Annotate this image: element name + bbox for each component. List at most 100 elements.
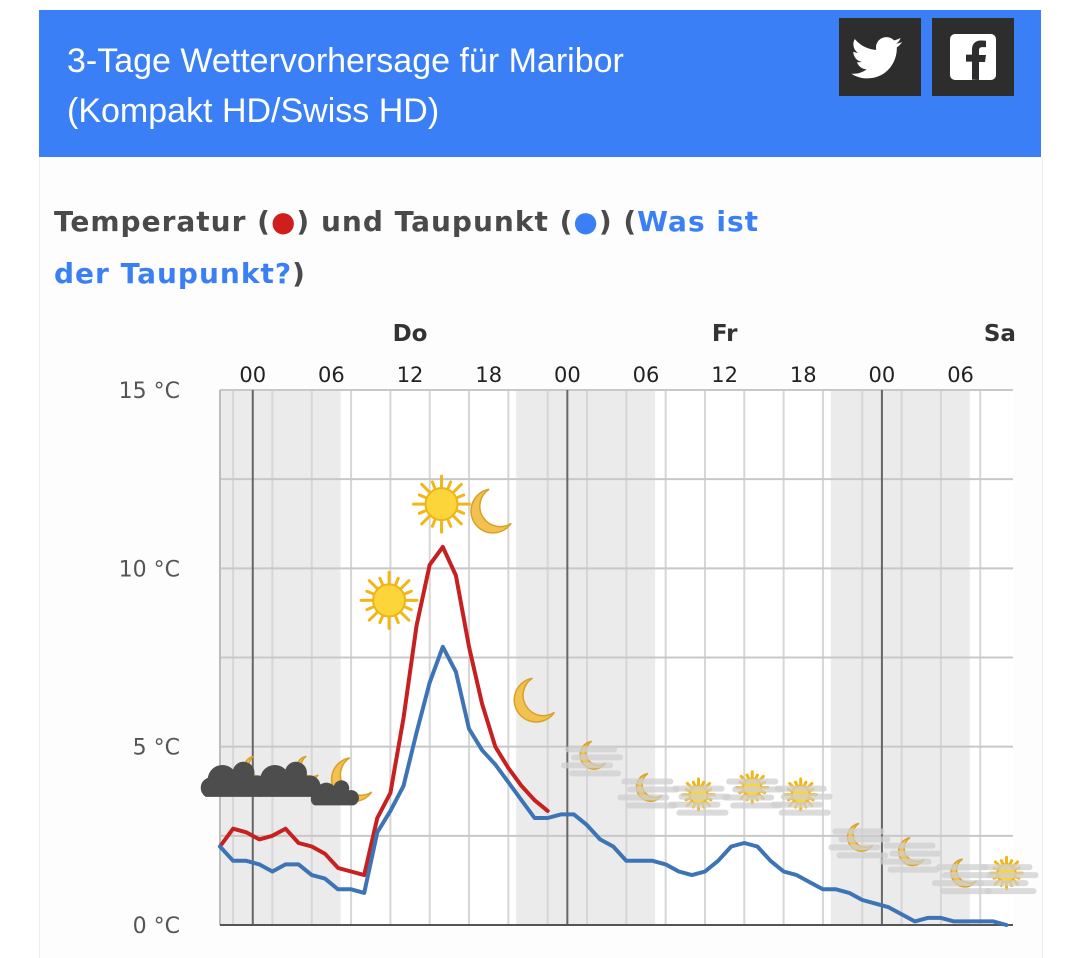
y-tick-label: 10 °C [119,557,180,582]
forecast-header: 3-Tage Wettervorhersage für Maribor (Kom… [39,10,1041,157]
moon-shape [513,677,555,723]
forecast-title-line1: 3-Tage Wettervorhersage für Maribor [67,42,624,80]
sun-disc [424,487,459,522]
dewpoint-help-link[interactable]: Was ist der Taupunkt? [54,205,760,290]
x-tick-label: 18 [475,363,502,387]
fog-stripe [730,802,783,809]
twitter-bird-icon [851,37,902,79]
sun-icon [412,474,472,534]
chart-heading: Temperatur (●) und Taupunkt (●) (Was ist… [54,196,814,300]
sun-ray [430,480,437,490]
day-label: Do [393,321,428,347]
fog-stripe [984,888,1037,895]
sun-ray [417,493,427,499]
y-tick-label: 5 °C [133,736,180,761]
day-label: Fr [712,321,738,347]
x-tick-label: 00 [869,363,896,387]
sun-ray [446,518,453,528]
fog-stripe [770,801,823,808]
fog-stripe [887,866,940,873]
fog-stripe [935,864,988,871]
moon-cloud-icon [310,757,373,806]
heading-paren-open: ) ( [598,205,638,238]
sun-ray [420,482,431,494]
sun-ray [794,780,799,787]
fog-stripe [561,762,614,769]
fog-stripe [678,793,731,800]
cloud-shape [310,780,359,806]
x-tick-label: 12 [397,363,424,387]
sun-ray [430,518,437,528]
heading-dewpoint-text: ) und Taupunkt ( [296,205,574,238]
fog-stripe [722,794,775,801]
sun-ray [700,780,706,787]
twitter-share-button[interactable] [839,18,921,96]
heading-paren-close: ) [292,257,306,290]
fog-moon-icon [879,836,942,873]
fog-stripe [828,844,881,851]
sun-ray [803,780,808,787]
sun-ray [446,480,453,490]
fog-stripe [569,770,622,777]
sun-ray [378,576,384,586]
sun-ray [403,605,413,612]
x-tick-label: 06 [318,363,345,387]
dewpoint-line [218,644,1009,927]
sun-ray [417,509,427,515]
x-tick-label: 00 [554,363,581,387]
fog-stripe [976,880,1029,887]
heading-temperature-text: Temperatur ( [54,205,271,238]
sun-ray [745,773,750,780]
y-tick-label: 0 °C [133,914,180,939]
fog-stripe [941,872,994,879]
fog-sun-icon [770,777,833,816]
fog-moon-icon [828,822,891,859]
fog-stripe [778,809,831,816]
x-tick-label: 06 [633,363,660,387]
cloud-shape [253,761,321,797]
forecast-title-line2: (Kompakt HD/Swiss HD) [67,92,440,130]
sun-ray [452,482,463,494]
fog-stripe [939,888,992,895]
fog-moon-icon [931,858,994,895]
fog-stripe [838,836,891,843]
sun-ray [365,605,375,612]
fog-stripe [617,794,670,801]
fog-stripe [676,809,729,816]
fog-moon-icon [561,740,624,777]
fog-stripe [625,802,678,809]
fog-stripe [889,850,942,857]
fog-stripe [986,872,1039,879]
x-tick-label: 12 [711,363,738,387]
sun-ray [1008,859,1014,866]
cloud-shape [200,761,269,797]
fog-stripe [883,842,936,849]
sun-ray [420,515,431,526]
facebook-share-button[interactable] [932,18,1014,96]
sun-ray [754,773,759,780]
dewpoint-legend-dot: ● [573,205,599,238]
fog-stripe [672,785,725,792]
sun-ray [452,515,463,526]
fog-sun-icon [668,777,731,816]
fog-stripe [980,864,1033,871]
fog-stripe [774,785,827,792]
sun-icon [359,570,419,630]
cloud-moon-icon [253,755,321,797]
sun-ray [378,615,384,625]
fog-stripe [726,778,779,785]
fog-stripe [832,828,885,835]
y-tick-label: 15 °C [119,379,180,404]
day-label: Sa [984,321,1016,347]
fog-stripe [836,852,889,859]
sun-ray [394,576,400,586]
sun-ray [367,579,379,590]
x-tick-label: 18 [790,363,817,387]
fog-stripe [621,778,674,785]
sun-ray [403,589,413,596]
temperature-legend-dot: ● [270,205,297,238]
moon-shape [470,488,512,534]
sun-ray [400,611,411,622]
sun-ray [691,780,697,787]
temperature-line [218,544,550,878]
